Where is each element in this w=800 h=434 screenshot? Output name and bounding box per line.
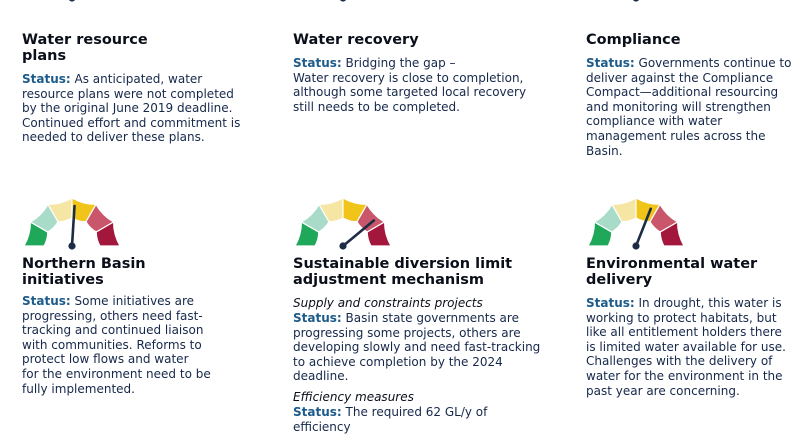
gauge-segment bbox=[366, 220, 393, 247]
card-title: Water resource plans bbox=[22, 32, 148, 64]
gauge-hub bbox=[69, 0, 75, 2]
status-label: Status: bbox=[22, 72, 71, 86]
gauge-hub bbox=[633, 0, 639, 2]
section-subtitle: Efficiency measures bbox=[293, 390, 414, 404]
status-text: Some initiatives are progressing, others… bbox=[22, 294, 211, 396]
gauge-icon bbox=[69, 0, 75, 2]
gauge-icon bbox=[586, 196, 686, 250]
status-paragraph: Status: Some initiatives are progressing… bbox=[22, 294, 272, 396]
gauge-icon bbox=[633, 0, 639, 2]
gauge-icon bbox=[340, 0, 346, 2]
section-subtitle: Supply and constraints projects bbox=[293, 296, 483, 310]
gauge-hub bbox=[339, 242, 347, 250]
gauge-icon bbox=[293, 196, 393, 250]
status-text: Bridging the gap – Water recovery is clo… bbox=[293, 56, 527, 114]
status-text: As anticipated, water resource plans wer… bbox=[22, 72, 241, 145]
gauge-hub bbox=[340, 0, 346, 2]
gauge-segment bbox=[95, 220, 122, 247]
status-label: Status: bbox=[22, 294, 71, 308]
status-text: Governments continue to deliver against … bbox=[586, 56, 792, 158]
card-title: Sustainable diversion limit adjustment m… bbox=[293, 256, 513, 288]
gauge-hub bbox=[68, 242, 76, 250]
gauge-icon bbox=[22, 196, 122, 250]
status-text: Basin state governments are progressing … bbox=[293, 311, 541, 384]
gauge-needle bbox=[634, 207, 653, 248]
status-text: In drought, this water is working to pro… bbox=[586, 296, 786, 398]
status-label: Status: bbox=[586, 296, 635, 310]
gauge-segment bbox=[659, 220, 686, 247]
status-label: Status: bbox=[293, 56, 342, 70]
card-title: Compliance bbox=[586, 32, 681, 48]
gauge-hub bbox=[632, 242, 640, 250]
status-label: Status: bbox=[586, 56, 635, 70]
status-paragraph: Status: Governments continue to deliver … bbox=[586, 56, 800, 158]
status-label: Status: bbox=[293, 311, 342, 325]
card-title: Northern Basin initiatives bbox=[22, 256, 146, 288]
status-paragraph: Status: Basin state governments are prog… bbox=[293, 311, 543, 384]
gauge-needle bbox=[341, 219, 376, 248]
status-paragraph: Status: Bridging the gap – Water recover… bbox=[293, 56, 543, 114]
gauge-needle bbox=[70, 204, 76, 248]
status-paragraph: Status: As anticipated, water resource p… bbox=[22, 72, 272, 145]
card-title: Water recovery bbox=[293, 32, 419, 48]
status-paragraph: Status: In drought, this water is workin… bbox=[586, 296, 800, 398]
card-title: Environmental water delivery bbox=[586, 256, 758, 288]
status-label: Status: bbox=[293, 405, 342, 419]
